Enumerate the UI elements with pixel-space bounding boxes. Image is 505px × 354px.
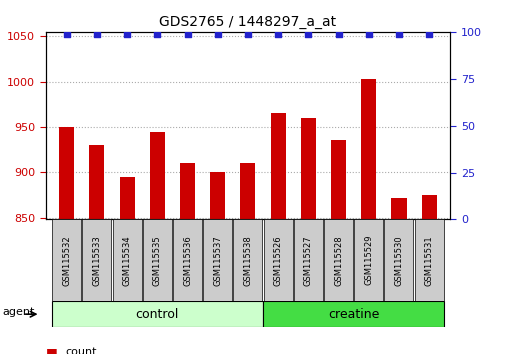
Text: GSM115534: GSM115534 (122, 235, 131, 286)
Bar (263, 301, 443, 327)
Bar (354, 219, 382, 301)
Bar (300, 118, 315, 219)
Bar (263, 219, 292, 301)
Text: GSM115526: GSM115526 (273, 235, 282, 286)
Bar (240, 163, 255, 219)
Point (274, 31, 282, 36)
Bar (119, 177, 134, 219)
Bar (52, 301, 263, 327)
Point (63, 31, 71, 36)
Text: GSM115527: GSM115527 (304, 235, 312, 286)
Text: count: count (66, 347, 97, 354)
Text: GSM115528: GSM115528 (333, 235, 342, 286)
Bar (384, 219, 413, 301)
Point (394, 31, 402, 36)
Bar (293, 219, 322, 301)
Bar (421, 195, 436, 219)
Text: GSM115538: GSM115538 (243, 235, 252, 286)
Bar (323, 219, 352, 301)
Text: GSM115537: GSM115537 (213, 235, 222, 286)
Text: GSM115535: GSM115535 (153, 235, 162, 286)
Point (183, 31, 191, 36)
Point (424, 31, 432, 36)
Text: GSM115532: GSM115532 (62, 235, 71, 286)
Text: GSM115530: GSM115530 (394, 235, 402, 286)
Bar (89, 145, 104, 219)
Bar (142, 219, 172, 301)
Text: ■: ■ (45, 346, 57, 354)
Bar (149, 132, 165, 219)
Point (304, 31, 312, 36)
Bar (414, 219, 443, 301)
Title: GDS2765 / 1448297_a_at: GDS2765 / 1448297_a_at (159, 16, 336, 29)
Bar (330, 140, 345, 219)
Bar (173, 219, 201, 301)
Bar (113, 219, 141, 301)
Bar (203, 219, 232, 301)
Text: GSM115533: GSM115533 (92, 235, 101, 286)
Text: creatine: creatine (327, 308, 379, 321)
Bar (270, 113, 285, 219)
Point (92, 31, 100, 36)
Point (243, 31, 251, 36)
Bar (391, 198, 406, 219)
Point (153, 31, 161, 36)
Point (213, 31, 221, 36)
Point (123, 31, 131, 36)
Bar (210, 172, 225, 219)
Text: control: control (135, 308, 179, 321)
Bar (59, 127, 74, 219)
Bar (52, 219, 81, 301)
Text: GSM115531: GSM115531 (424, 235, 433, 286)
Point (364, 31, 372, 36)
Point (334, 31, 342, 36)
Bar (82, 219, 111, 301)
Bar (233, 219, 262, 301)
Bar (180, 163, 195, 219)
Text: GSM115536: GSM115536 (183, 235, 191, 286)
Text: GSM115529: GSM115529 (364, 235, 373, 285)
Text: agent: agent (3, 307, 35, 318)
Bar (361, 79, 376, 219)
